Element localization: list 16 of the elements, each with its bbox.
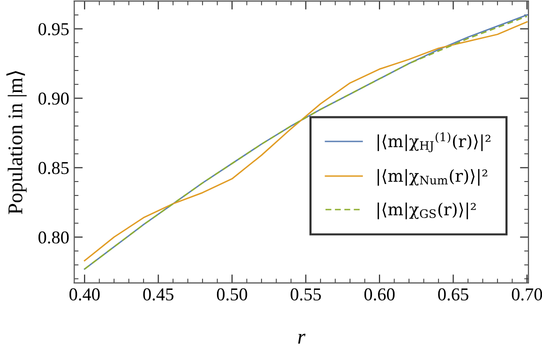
x-tick-label: 0.55: [290, 288, 321, 301]
y-tick-label: 0.90: [38, 92, 69, 105]
y-tick-label: 0.95: [38, 23, 69, 36]
x-tick-label: 0.45: [143, 288, 174, 301]
legend-label: |⟨m|χ$_{GS}$(r)⟩|²: [378, 202, 476, 220]
x-tick-label: 0.40: [69, 288, 100, 301]
legend-label: |⟨m|χ$_{HJ}$$^{(1)}$(r)⟩|²: [378, 132, 490, 152]
legend-label: |⟨m|χ$_{Num}$(r)⟩|²: [378, 169, 488, 186]
x-tick-label: 0.65: [438, 288, 468, 301]
x-tick-label: 0.60: [364, 288, 395, 301]
x-axis-title: r: [298, 334, 306, 344]
x-tick-label: 0.50: [216, 288, 248, 301]
y-axis-title: Population in |m⟩: [6, 71, 27, 214]
y-tick-label: 0.80: [38, 231, 69, 244]
y-tick-label: 0.85: [38, 162, 69, 174]
x-tick-label: 0.70: [512, 288, 542, 301]
